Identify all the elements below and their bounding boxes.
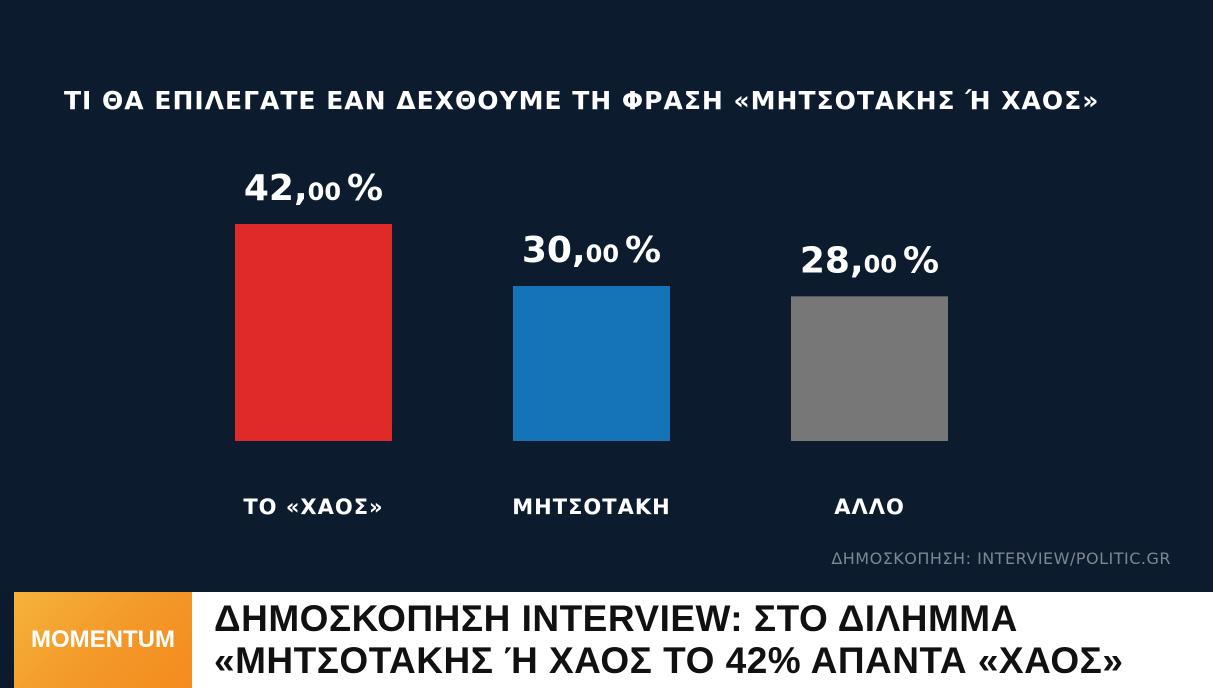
category-label-1: ΤΟ «ΧΑΟΣ» (243, 495, 383, 519)
chart-title: ΤΙ ΘΑ ΕΠΙΛΕΓΑΤΕ ΕΑΝ ΔΕΧΘΟΥΜΕ ΤΗ ΦΡΑΣΗ «Μ… (64, 86, 1100, 115)
brand-logo-box: MOMENTUM (14, 592, 192, 688)
category-label-2: ΜΗΤΣΟΤΑΚΗ (512, 495, 670, 519)
headline-line-2: «ΜΗΤΣΟΤΑΚΗΣ Ή ΧΑΟΣ ΤΟ 42% ΑΠΑΝΤΑ «ΧΑΟΣ» (214, 640, 1124, 681)
headline-line-1: ΔΗΜΟΣΚΟΠΗΣΗ INTERVIEW: ΣΤΟ ΔΙΛΗΜΜΑ (214, 598, 1018, 639)
bar-value-label-2: 30,00% (522, 230, 661, 271)
bar-3 (791, 296, 948, 441)
chart-area: ΤΙ ΘΑ ΕΠΙΛΕΓΑΤΕ ΕΑΝ ΔΕΧΘΟΥΜΕ ΤΗ ΦΡΑΣΗ «Μ… (64, 86, 1171, 568)
bar-chart: 42,00 % ΤΟ «ΧΑΟΣ» 30,00 % ΜΗΤΣΟΤΑΚΗ 28,00 % ΑΛΛΟ (235, 168, 948, 519)
bar-value-label-1: 42,00% (244, 168, 383, 209)
bar-1 (235, 224, 392, 441)
bar-2 (513, 286, 670, 441)
bar-value-label-3: 28,00% (800, 240, 939, 281)
news-ticker: MOMENTUM ΔΗΜΟΣΚΟΠΗΣΗ INTERVIEW: ΣΤΟ ΔΙΛΗ… (14, 592, 1213, 688)
category-label-3: ΑΛΛΟ (834, 495, 905, 519)
headline: ΔΗΜΟΣΚΟΠΗΣΗ INTERVIEW: ΣΤΟ ΔΙΛΗΜΜΑ «ΜΗΤΣ… (214, 598, 1204, 682)
source-credit: ΔΗΜΟΣΚΟΠΗΣΗ: INTERVIEW/POLITIC.GR (831, 549, 1171, 568)
brand-label: MOMENTUM (31, 626, 175, 653)
